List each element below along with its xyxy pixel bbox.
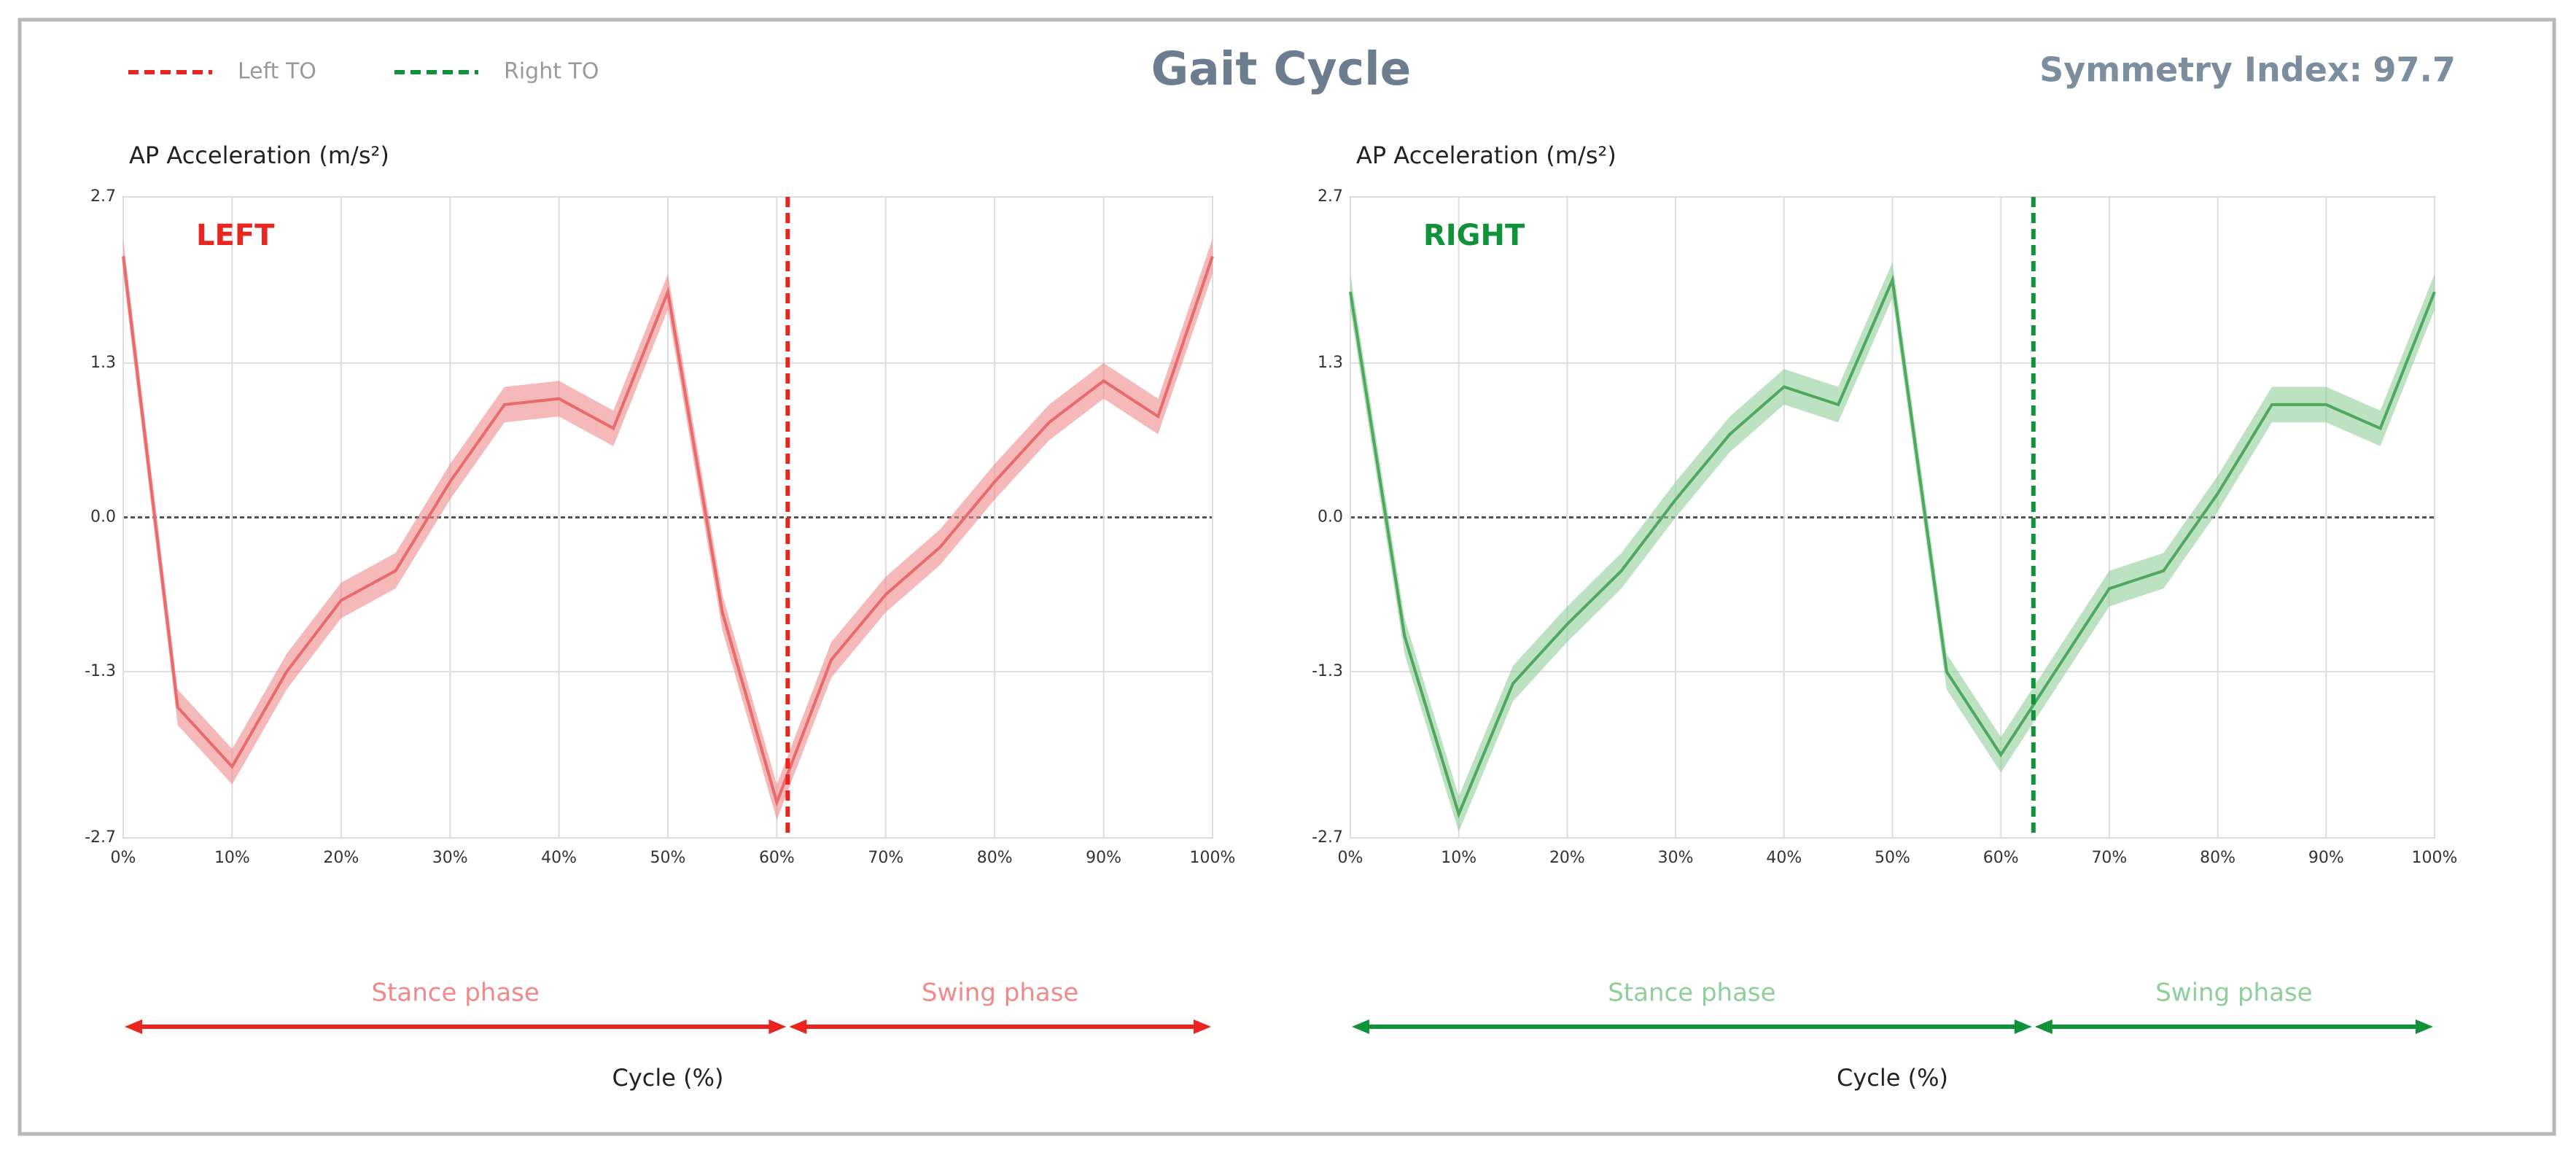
- legend-label: Left TO: [238, 59, 316, 85]
- arrow-head: [2034, 1019, 2052, 1034]
- x-tick-label: 70%: [2091, 849, 2127, 867]
- symmetry-value: 97.7: [2373, 50, 2456, 90]
- x-tick-label: 70%: [868, 849, 903, 867]
- legend-label: Right TO: [504, 59, 599, 85]
- phase-label: Stance phase: [1608, 979, 1775, 1008]
- x-tick-label: 30%: [1658, 849, 1694, 867]
- x-tick-label: 80%: [2200, 849, 2235, 867]
- x-tick-label: 20%: [1549, 849, 1585, 867]
- x-tick-label: 20%: [323, 849, 359, 867]
- phase-label: Swing phase: [922, 979, 1078, 1008]
- symmetry-label: Symmetry Index:: [2039, 50, 2362, 90]
- x-tick-label: 50%: [650, 849, 686, 867]
- x-axis-label: Cycle (%): [612, 1064, 724, 1092]
- x-tick-label: 60%: [759, 849, 795, 867]
- arrow-head: [789, 1019, 807, 1034]
- x-axis-label: Cycle (%): [1837, 1064, 1948, 1092]
- y-axis-label: AP Acceleration (m/s²): [129, 141, 389, 169]
- mean-line: [122, 255, 1214, 807]
- y-tick-label: -2.7: [1312, 828, 1343, 847]
- title: Gait Cycle: [1151, 42, 1412, 96]
- x-tick-label: 40%: [1766, 849, 1802, 867]
- confidence-band: [123, 238, 1213, 820]
- y-tick-label: 1.3: [1318, 354, 1343, 372]
- arrow-head: [768, 1019, 787, 1034]
- phase-label: Swing phase: [2155, 979, 2312, 1008]
- arrow-head: [2416, 1019, 2433, 1034]
- arrow-head: [1194, 1019, 1211, 1034]
- y-tick-label: -2.7: [85, 828, 116, 847]
- y-tick-label: -1.3: [85, 662, 116, 680]
- x-tick-label: 10%: [1441, 849, 1476, 867]
- x-tick-label: 60%: [1983, 849, 2019, 867]
- x-tick-label: 30%: [432, 849, 468, 867]
- x-tick-label: 10%: [214, 849, 250, 867]
- x-tick-label: 0%: [1338, 849, 1363, 867]
- arrow-head: [1352, 1019, 1369, 1034]
- phase-label: Stance phase: [372, 979, 540, 1008]
- x-tick-label: 90%: [2308, 849, 2344, 867]
- y-tick-label: 2.7: [1318, 187, 1343, 206]
- y-tick-label: 1.3: [90, 354, 116, 372]
- y-tick-label: 0.0: [1318, 508, 1343, 526]
- x-tick-label: 0%: [111, 849, 136, 867]
- x-tick-label: 100%: [1190, 849, 1236, 867]
- x-tick-label: 80%: [977, 849, 1013, 867]
- x-tick-label: 40%: [541, 849, 577, 867]
- side-label: RIGHT: [1423, 219, 1525, 252]
- x-tick-label: 100%: [2412, 849, 2458, 867]
- y-tick-label: -1.3: [1312, 662, 1343, 680]
- side-label: LEFT: [196, 219, 275, 252]
- y-tick-label: 2.7: [90, 187, 116, 206]
- arrow-head: [2014, 1019, 2032, 1034]
- mean-line: [1349, 274, 2436, 819]
- x-tick-label: 50%: [1875, 849, 1910, 867]
- y-axis-label: AP Acceleration (m/s²): [1356, 141, 1616, 169]
- x-tick-label: 90%: [1086, 849, 1121, 867]
- arrow-head: [125, 1019, 142, 1034]
- y-tick-label: 0.0: [90, 508, 116, 526]
